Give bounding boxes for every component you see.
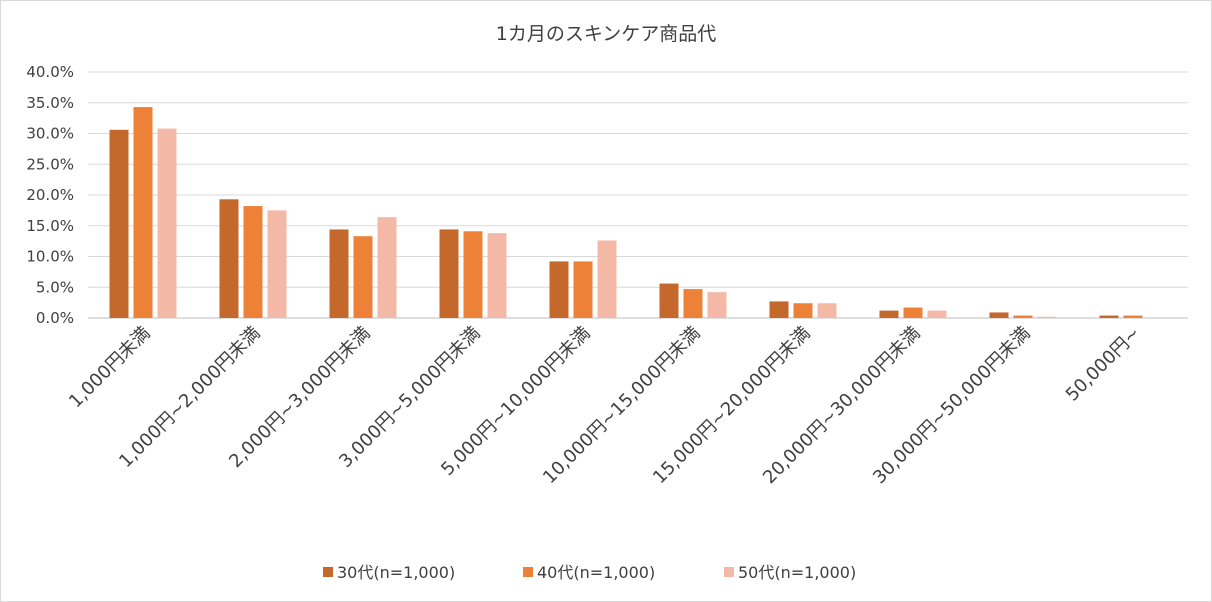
bars	[109, 107, 1143, 319]
x-axis-categories: 1,000円未満1,000円~2,000円未満2,000円~3,000円未満3,…	[65, 323, 1144, 488]
bar	[377, 217, 397, 318]
bar	[683, 289, 703, 318]
chart-title: 1カ月のスキンケア商品代	[496, 23, 717, 45]
bar	[573, 261, 593, 318]
y-tick-label: 15.0%	[26, 217, 74, 235]
x-category-label: 1,000円未満	[65, 323, 154, 412]
y-tick-label: 5.0%	[36, 278, 74, 296]
y-axis-ticks: 0.0% 5.0% 10.0% 15.0% 20.0% 25.0% 30.0% 35.0% 40…	[26, 63, 74, 327]
y-tick-label: 30.0%	[26, 125, 74, 143]
x-category-label: 50,000円~	[1062, 323, 1145, 406]
bar	[329, 229, 349, 318]
bar	[817, 303, 837, 318]
legend-label: 50代(n=1,000)	[738, 563, 856, 582]
y-tick-label: 20.0%	[26, 186, 74, 204]
y-tick-label: 25.0%	[26, 155, 74, 173]
bar	[487, 233, 507, 318]
bar	[707, 292, 727, 318]
bar	[793, 303, 813, 318]
legend-swatch	[323, 567, 333, 577]
bar	[439, 229, 459, 318]
legend-swatch	[523, 567, 533, 577]
bar	[903, 307, 923, 318]
legend-label: 40代(n=1,000)	[537, 563, 655, 582]
y-tick-label: 40.0%	[26, 63, 74, 81]
legend: 30代(n=1,000) 40代(n=1,000) 50代(n=1,000)	[323, 563, 856, 582]
bar	[157, 128, 177, 318]
bar	[989, 312, 1009, 318]
bar	[769, 301, 789, 318]
bar	[267, 210, 287, 318]
bar	[597, 240, 617, 318]
bar	[109, 129, 129, 318]
bar	[1123, 315, 1143, 318]
bar	[1037, 316, 1057, 318]
y-tick-label: 10.0%	[26, 248, 74, 266]
y-tick-label: 35.0%	[26, 94, 74, 112]
bar	[133, 107, 153, 319]
bar	[243, 206, 263, 318]
bar	[219, 199, 239, 318]
bar	[659, 283, 679, 318]
bar	[879, 310, 899, 318]
bar	[549, 261, 569, 318]
bar	[1013, 315, 1033, 318]
legend-swatch	[724, 567, 734, 577]
y-tick-label: 0.0%	[36, 309, 74, 327]
bar	[927, 310, 947, 318]
legend-label: 30代(n=1,000)	[337, 563, 455, 582]
bar	[1099, 315, 1119, 318]
bar	[353, 236, 373, 318]
bar	[463, 231, 483, 318]
